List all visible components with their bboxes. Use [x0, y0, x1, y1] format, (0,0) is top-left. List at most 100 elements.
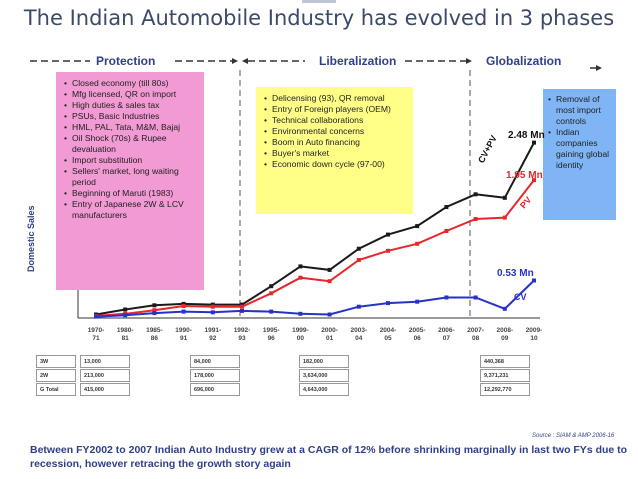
liberalization-point: Buyer's market — [264, 148, 409, 159]
data-point — [356, 258, 361, 262]
globalization-point: Removal of most import controls — [548, 94, 613, 127]
table-cell: 9,371,231 — [480, 369, 530, 382]
protection-point: PSUs, Basic Industries — [64, 111, 200, 122]
data-point — [240, 304, 244, 309]
x-tick-label: 2009- 10 — [525, 327, 543, 342]
table-category: 3W — [36, 355, 76, 368]
liberalization-point: Economic down cycle (97-00) — [264, 159, 409, 170]
data-point — [415, 241, 420, 246]
x-tick-label: 1992- 93 — [233, 327, 251, 342]
liberalization-box: Delicensing (93), QR removal Entry of Fo… — [256, 87, 413, 214]
table-cell: 440,368 — [480, 355, 530, 368]
data-point — [444, 295, 449, 300]
data-point — [502, 215, 507, 220]
data-point — [298, 264, 303, 269]
data-point — [327, 267, 332, 272]
cv-series-label: CV — [514, 292, 527, 302]
phase-label-protection: Protection — [96, 54, 156, 68]
x-tick-label: 2000- 01 — [321, 327, 338, 342]
data-point — [210, 302, 215, 307]
cv-end-label: 0.53 Mn — [497, 268, 534, 279]
liberalization-point: Environmental concerns — [264, 126, 409, 137]
data-point — [210, 304, 215, 309]
protection-point: Mfg licensed, QR on import — [64, 89, 200, 100]
y-axis-label: Domestic Sales — [26, 205, 36, 272]
data-point — [240, 308, 244, 313]
data-point — [269, 309, 274, 314]
protection-box: Closed economy (till 80s) Mfg licensed, … — [56, 72, 204, 290]
data-point — [532, 278, 536, 283]
protection-point: Closed economy (till 80s) — [64, 78, 200, 89]
data-point — [356, 304, 361, 309]
data-point — [152, 303, 157, 308]
data-point — [415, 299, 420, 304]
data-point — [386, 301, 390, 306]
data-point — [298, 311, 303, 316]
data-point — [240, 302, 244, 307]
table-cell: 3,634,000 — [299, 369, 349, 382]
data-point — [327, 279, 332, 284]
x-tick-label: 2007- 08 — [467, 327, 484, 342]
table-category: G Total — [36, 383, 76, 396]
table-cell: 4,643,000 — [299, 383, 349, 396]
data-point — [210, 310, 215, 315]
data-point — [473, 295, 478, 300]
series-line-pv — [95, 179, 535, 317]
x-tick-label: 1991- 92 — [204, 327, 222, 342]
data-point — [502, 306, 507, 311]
data-point — [386, 248, 390, 253]
liberalization-point: Technical collaborations — [264, 115, 409, 126]
protection-point: High duties & sales tax — [64, 100, 200, 111]
data-point — [123, 307, 128, 312]
table-cell: 213,000 — [80, 369, 130, 382]
x-tick-label: 2006- 07 — [438, 327, 455, 342]
table-cell: 84,000 — [190, 355, 240, 368]
data-point — [532, 178, 536, 183]
x-tick-label: 1985- 86 — [146, 327, 163, 342]
protection-point: Sellers' market, long waiting period — [64, 166, 200, 188]
x-tick-label: 1999- 00 — [292, 327, 309, 342]
table-cell: 696,000 — [190, 383, 240, 396]
data-point — [356, 246, 361, 251]
protection-point: HML, PAL, Tata, M&M, Bajaj — [64, 122, 200, 133]
data-point — [415, 224, 420, 229]
protection-point: Oil Shock (70s) & Rupee devaluation — [64, 133, 200, 155]
pv-end-label: 1.95 Mn — [506, 170, 543, 181]
x-tick-label: 2004- 05 — [379, 327, 397, 342]
top-accent-bar — [302, 0, 336, 3]
phase-label-liberalization: Liberalization — [319, 54, 397, 68]
data-point — [152, 308, 157, 313]
data-point — [502, 195, 507, 200]
x-tick-label: 1995- 96 — [262, 327, 280, 342]
data-point — [444, 229, 449, 233]
liberalization-point: Boom in Auto financing — [264, 137, 409, 148]
data-point — [181, 304, 186, 308]
series-line-cv — [95, 279, 535, 318]
data-point — [473, 217, 478, 221]
table-category: 2W — [36, 369, 76, 382]
phase-arrows — [30, 58, 602, 71]
data-point — [444, 205, 449, 209]
data-point — [123, 313, 128, 318]
globalization-point: Indian companies gaining global identity — [548, 127, 613, 171]
table-cell: 182,000 — [299, 355, 349, 368]
series-line-cv-pv — [95, 142, 535, 316]
table-cell: 178,000 — [190, 369, 240, 382]
protection-point: Entry of Japanese 2W & LCV manufacturers — [64, 199, 200, 221]
cvpv-end-label: 2.48 Mn — [508, 130, 545, 141]
x-tick-label: 1980- 81 — [116, 327, 134, 342]
x-tick-label: 2005- 06 — [408, 327, 426, 342]
x-tick-label: 2003- 04 — [350, 327, 368, 342]
table-cell: 12,292,770 — [480, 383, 530, 396]
globalization-box: Removal of most import controls Indian c… — [543, 89, 616, 220]
phase-label-globalization: Globalization — [486, 54, 562, 68]
data-point — [269, 291, 274, 296]
data-point — [386, 232, 390, 237]
table-column-2010: 440,368 9,371,231 12,292,770 — [480, 354, 531, 396]
liberalization-point: Delicensing (93), QR removal — [264, 93, 409, 104]
table-column-1992: 84,000 178,000 696,000 — [190, 354, 241, 396]
x-tick-label: 1990- 91 — [175, 327, 192, 342]
table-column-1980: 13,000 213,000 415,000 — [80, 354, 131, 396]
liberalization-point: Entry of Foreign players (OEM) — [264, 104, 409, 115]
